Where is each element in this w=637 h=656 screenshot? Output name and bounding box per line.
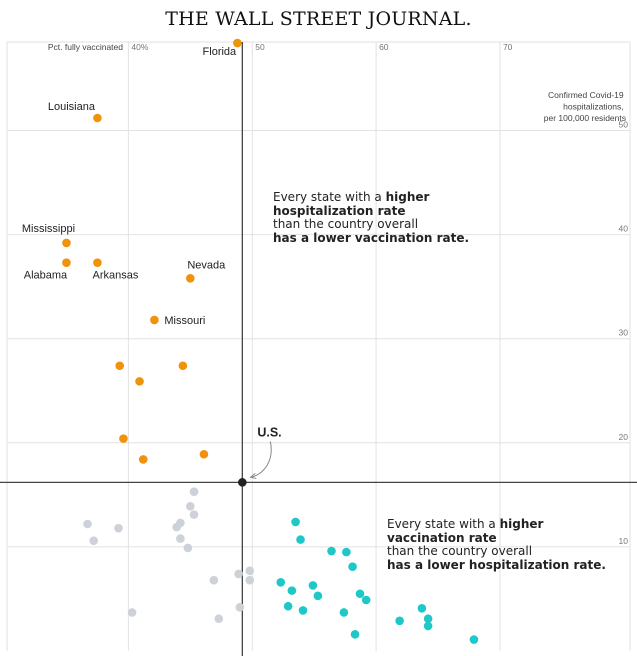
state-point-high-hosp-low-vax	[93, 258, 102, 267]
y-axis-label-line-3: per 100,000 residents	[544, 113, 626, 123]
x-tick-label: 50	[255, 42, 265, 52]
annotation-top-line4: has a lower vaccination rate.	[273, 230, 470, 245]
masthead-logo: THE WALL STREET JOURNAL.	[165, 8, 472, 30]
state-point	[172, 522, 181, 532]
state-point-high-vax-low-hosp	[339, 608, 349, 617]
state-point	[235, 602, 245, 612]
state-point-high-vax-low-hosp	[469, 635, 479, 644]
annotation-high-hospitalization: Every state with a higher hospitalizatio…	[273, 190, 470, 245]
us-point	[238, 478, 247, 487]
y-tick-label: 10	[619, 536, 629, 546]
state-point-high-hosp-low-vax	[62, 258, 71, 267]
state-point	[209, 575, 219, 585]
state-point-high-vax-low-hosp	[342, 547, 351, 557]
state-point-high-vax-low-hosp	[308, 581, 318, 590]
state-point-high-vax-low-hosp	[361, 595, 371, 605]
state-point-high-vax-low-hosp	[348, 562, 357, 571]
y-axis-label-line-1: Confirmed Covid-19	[548, 90, 624, 100]
state-point-high-hosp-low-vax	[186, 274, 195, 283]
state-label: Nevada	[187, 259, 226, 271]
x-tick-label: 40%	[131, 42, 148, 52]
x-tick-label: 70	[503, 42, 513, 52]
state-point-high-vax-low-hosp	[417, 604, 427, 613]
state-point-high-hosp-low-vax	[62, 238, 71, 248]
state-point	[234, 569, 243, 579]
state-point-high-vax-low-hosp	[298, 606, 308, 615]
state-point	[83, 519, 92, 529]
state-point	[127, 608, 137, 617]
state-point-high-hosp-low-vax	[233, 38, 242, 48]
state-point	[189, 510, 199, 519]
us-arrowhead	[250, 472, 257, 479]
annotation-bottom-line1-bold: higher	[499, 517, 544, 531]
annotation-bottom-line3: than the country overall	[387, 544, 533, 558]
state-point	[183, 543, 193, 553]
state-point-high-vax-low-hosp	[423, 614, 433, 624]
state-label: Florida	[203, 46, 238, 58]
y-tick-label: 40	[619, 224, 629, 234]
state-point-high-hosp-low-vax	[138, 455, 148, 464]
data-points	[62, 38, 479, 644]
state-point-high-vax-low-hosp	[276, 577, 286, 587]
y-tick-label: 50	[619, 119, 629, 129]
state-labels: Florida Louisiana Mississippi Alabama Arkans…	[22, 46, 237, 327]
state-point	[245, 575, 255, 585]
state-point-high-vax-low-hosp	[313, 591, 323, 601]
state-point-high-hosp-low-vax	[115, 361, 125, 371]
state-point	[189, 487, 199, 497]
state-point-high-hosp-low-vax	[150, 315, 159, 325]
state-point-high-vax-low-hosp	[355, 589, 365, 599]
state-point-high-vax-low-hosp	[283, 601, 293, 611]
annotation-bottom-line1: Every state with a	[387, 517, 500, 531]
us-arrow	[250, 441, 272, 478]
state-point-high-vax-low-hosp	[291, 517, 300, 527]
tick-labels: 40% 50 60 70 10 20 30 40 50	[131, 42, 628, 546]
state-point-high-hosp-low-vax	[119, 434, 128, 443]
state-point-high-hosp-low-vax	[199, 449, 209, 459]
state-point	[114, 523, 123, 533]
state-label: Alabama	[24, 270, 68, 282]
state-point	[186, 501, 195, 511]
state-point-high-hosp-low-vax	[178, 361, 188, 371]
us-reference-lines	[0, 42, 637, 656]
y-tick-label: 30	[619, 328, 629, 338]
state-point	[176, 534, 185, 543]
us-reference-marker: U.S.	[238, 425, 282, 487]
gridlines	[6, 41, 631, 651]
state-label: Mississippi	[22, 223, 75, 235]
annotation-top-line1-bold: higher	[385, 190, 430, 204]
state-point-high-hosp-low-vax	[135, 377, 144, 386]
state-point	[89, 536, 98, 545]
us-label: U.S.	[257, 425, 281, 439]
annotation-high-vaccination: Every state with a higher vaccination ra…	[387, 517, 606, 572]
annotation-top-line1: Every state with a	[273, 190, 386, 204]
state-point-high-vax-low-hosp	[423, 621, 433, 631]
y-axis-label-line-2: hospitalizations,	[563, 102, 623, 112]
annotation-bottom-line2: vaccination rate	[387, 530, 497, 545]
state-label: Arkansas	[92, 270, 138, 282]
state-point-high-hosp-low-vax	[93, 113, 102, 123]
state-label: Missouri	[164, 315, 205, 327]
state-point-high-vax-low-hosp	[395, 616, 404, 626]
annotation-bottom-line4: has a lower hospitalization rate.	[387, 557, 606, 572]
state-point-high-vax-low-hosp	[327, 546, 336, 556]
x-axis-label: Pct. fully vaccinated	[48, 42, 123, 52]
state-point-high-vax-low-hosp	[287, 586, 297, 595]
state-point	[245, 566, 255, 576]
state-point	[214, 614, 224, 624]
y-axis-label: Confirmed Covid-19 hospitalizations, per…	[544, 90, 626, 123]
state-point-high-vax-low-hosp	[350, 630, 360, 639]
x-tick-label: 60	[379, 42, 389, 52]
annotation-top-line2: hospitalization rate	[273, 203, 406, 218]
state-point-high-vax-low-hosp	[296, 535, 305, 544]
annotation-top-line3: than the country overall	[273, 217, 419, 231]
y-tick-label: 20	[619, 432, 629, 442]
state-label: Louisiana	[48, 101, 96, 113]
